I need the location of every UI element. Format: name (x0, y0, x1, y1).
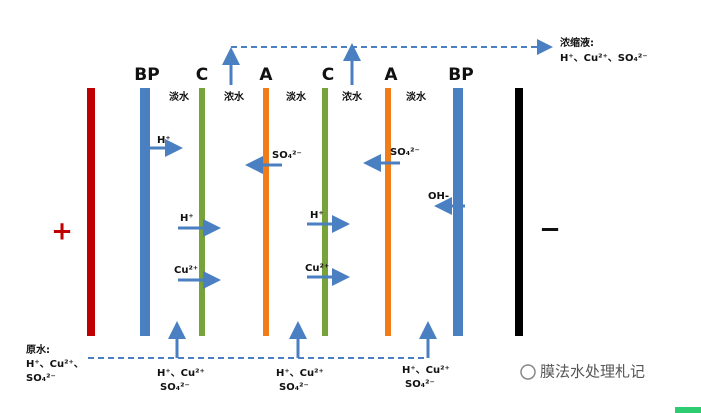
anode: + (51, 217, 73, 247)
membrane-label: A (259, 65, 273, 85)
shapes (87, 39, 701, 413)
compartment-label: 浓水 (224, 90, 245, 103)
inlet-line: SO₄²⁻ (160, 382, 190, 393)
membrane-label: BP (448, 65, 473, 85)
inlet-line: SO₄²⁻ (405, 379, 435, 390)
ion-label: Cu²⁺ (174, 265, 198, 276)
inlet-line: H⁺、Cu²⁺ (276, 368, 324, 379)
membrane-label: C (322, 65, 334, 85)
membrane-label: C (196, 65, 208, 85)
feed-title: 原水: (26, 343, 50, 356)
membrane-label: BP (134, 65, 159, 85)
ion-label: H⁺ (157, 135, 171, 146)
ion-label: H⁺ (180, 213, 194, 224)
ion-label: SO₄²⁻ (272, 150, 302, 161)
ion-label: H⁺ (310, 210, 324, 221)
inlet-line: H⁺、Cu²⁺ (402, 365, 450, 376)
compartment-label: 淡水 (286, 90, 307, 103)
cathode: − (539, 215, 561, 245)
ion-label: OH- (428, 191, 449, 202)
compartment-label: 浓水 (342, 90, 363, 103)
concentrate-title: 浓缩液: (560, 36, 594, 49)
ion-label: Cu²⁺ (305, 263, 329, 274)
concentrate-line: H⁺、Cu²⁺、SO₄²⁻ (560, 53, 648, 64)
inlet-line: H⁺、Cu²⁺ (157, 368, 205, 379)
ion-label: SO₄²⁻ (390, 147, 420, 158)
inlet-line: SO₄²⁻ (279, 382, 309, 393)
compartment-label: 淡水 (406, 90, 427, 103)
feed-line: SO₄²⁻ (26, 373, 56, 384)
feed-line: H⁺、Cu²⁺、 (26, 359, 84, 370)
watermark: 膜法水处理札记 (540, 363, 645, 381)
compartment-label: 淡水 (169, 90, 190, 103)
membrane-label: A (384, 65, 398, 85)
